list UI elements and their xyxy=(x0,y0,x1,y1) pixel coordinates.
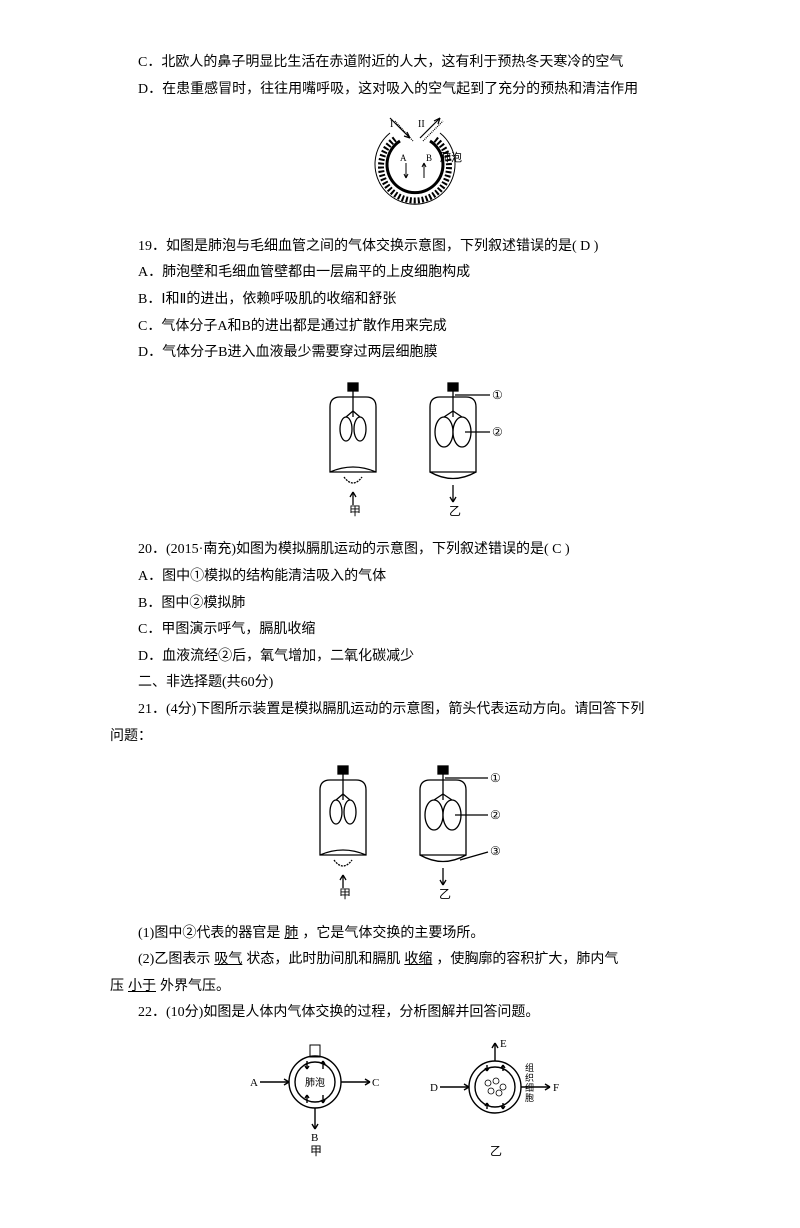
q19-option-b: B．Ⅰ和Ⅱ的进出，依赖呼吸肌的收缩和舒张 xyxy=(110,287,710,314)
svg-text:乙: 乙 xyxy=(439,887,451,900)
q20-option-c: C．甲图演示呼气，膈肌收缩 xyxy=(110,617,710,644)
svg-text:①: ① xyxy=(492,388,503,402)
q19-option-d: D．气体分子B进入血液最少需要穿过两层细胞膜 xyxy=(110,340,710,367)
q21-stem-line2: 问题： xyxy=(110,724,710,751)
svg-text:F: F xyxy=(553,1082,559,1094)
q21-stem: 21．(4分)下图所示装置是模拟膈肌运动的示意图，箭头代表运动方向。请回答下列 xyxy=(110,697,710,724)
worksheet-page: C．北欧人的鼻子明显比生活在赤道附近的人大，这有利于预热冬天寒冷的空气 D．在患… xyxy=(0,0,800,1228)
svg-text:①: ① xyxy=(490,771,501,785)
q21-ans2-2: 收缩 xyxy=(400,952,436,967)
svg-text:甲: 甲 xyxy=(349,504,361,517)
q21-part2-line2: 压小于外界气压。 xyxy=(110,974,710,1001)
q20-number: 20． xyxy=(138,542,166,557)
q20-option-d: D．血液流经②后，氧气增加，二氧化碳减少 xyxy=(110,644,710,671)
svg-text:A: A xyxy=(400,153,407,163)
q22-number: 22． xyxy=(138,1005,166,1020)
q20-source: (2015·南充) xyxy=(166,542,236,557)
q21-number: 21． xyxy=(138,702,166,717)
q19-stem: 19．如图是肺泡与毛细血管之间的气体交换示意图，下列叙述错误的是( D ) xyxy=(110,234,710,261)
svg-text:D: D xyxy=(430,1082,438,1094)
q19-number: 19． xyxy=(138,239,166,254)
q22-stem: 22．(10分)如图是人体内气体交换的过程，分析图解并回答问题。 xyxy=(110,1000,710,1027)
svg-text:甲: 甲 xyxy=(310,1144,322,1157)
figure-diaphragm-q21: 甲 ① ② ③ 乙 xyxy=(110,760,710,911)
q21-ans1: 肺 xyxy=(280,926,302,941)
svg-text:②: ② xyxy=(490,808,501,822)
q21-part1: (1)图中②代表的器官是肺，它是气体交换的主要场所。 xyxy=(110,921,710,948)
prev-option-c: C．北欧人的鼻子明显比生活在赤道附近的人大，这有利于预热冬天寒冷的空气 xyxy=(110,50,710,77)
svg-text:细: 细 xyxy=(525,1082,534,1093)
svg-text:乙: 乙 xyxy=(449,504,461,517)
q21-points: (4分) xyxy=(166,702,196,717)
q19-answer: D xyxy=(580,239,590,254)
q21-ans2-3: 小于 xyxy=(124,979,160,994)
q20-stem: 20．(2015·南充)如图为模拟膈肌运动的示意图，下列叙述错误的是( C ) xyxy=(110,537,710,564)
svg-text:E: E xyxy=(500,1038,507,1050)
svg-text:肺泡: 肺泡 xyxy=(305,1076,325,1089)
svg-text:A: A xyxy=(250,1077,258,1089)
svg-text:③: ③ xyxy=(490,844,501,858)
svg-text:甲: 甲 xyxy=(339,887,351,900)
q19-option-c: C．气体分子A和B的进出都是通过扩散作用来完成 xyxy=(110,314,710,341)
svg-text:肺泡: 肺泡 xyxy=(440,150,462,164)
svg-text:I: I xyxy=(390,119,393,130)
q20-answer: C xyxy=(552,542,561,557)
q20-option-a: A．图中①模拟的结构能清洁吸入的气体 xyxy=(110,564,710,591)
q19-option-a: A．肺泡壁和毛细血管壁都由一层扁平的上皮细胞构成 xyxy=(110,260,710,287)
figure-alveoli: I II A B 肺泡 xyxy=(110,113,710,224)
svg-text:胞: 胞 xyxy=(525,1092,534,1103)
svg-text:乙: 乙 xyxy=(490,1144,502,1157)
svg-text:B: B xyxy=(311,1132,318,1144)
q20-option-b: B．图中②模拟肺 xyxy=(110,591,710,618)
svg-text:C: C xyxy=(372,1077,379,1089)
svg-text:B: B xyxy=(426,153,432,163)
svg-text:②: ② xyxy=(492,425,503,439)
svg-text:II: II xyxy=(418,119,425,130)
q21-part2-line1: (2)乙图表示吸气状态，此时肋间肌和膈肌收缩，使胸廓的容积扩大，肺内气 xyxy=(110,947,710,974)
svg-text:组: 组 xyxy=(525,1062,534,1073)
figure-diaphragm-q20: 甲 ① ② 乙 xyxy=(110,377,710,528)
figure-gas-exchange-q22: A C B 肺泡 甲 xyxy=(110,1037,710,1168)
q21-ans2-1: 吸气 xyxy=(210,952,246,967)
svg-text:织: 织 xyxy=(525,1072,534,1083)
q22-points: (10分) xyxy=(166,1005,203,1020)
prev-option-d: D．在患重感冒时，往往用嘴呼吸，这对吸入的空气起到了充分的预热和清洁作用 xyxy=(110,77,710,104)
section-2-header: 二、非选择题(共60分) xyxy=(110,670,710,697)
